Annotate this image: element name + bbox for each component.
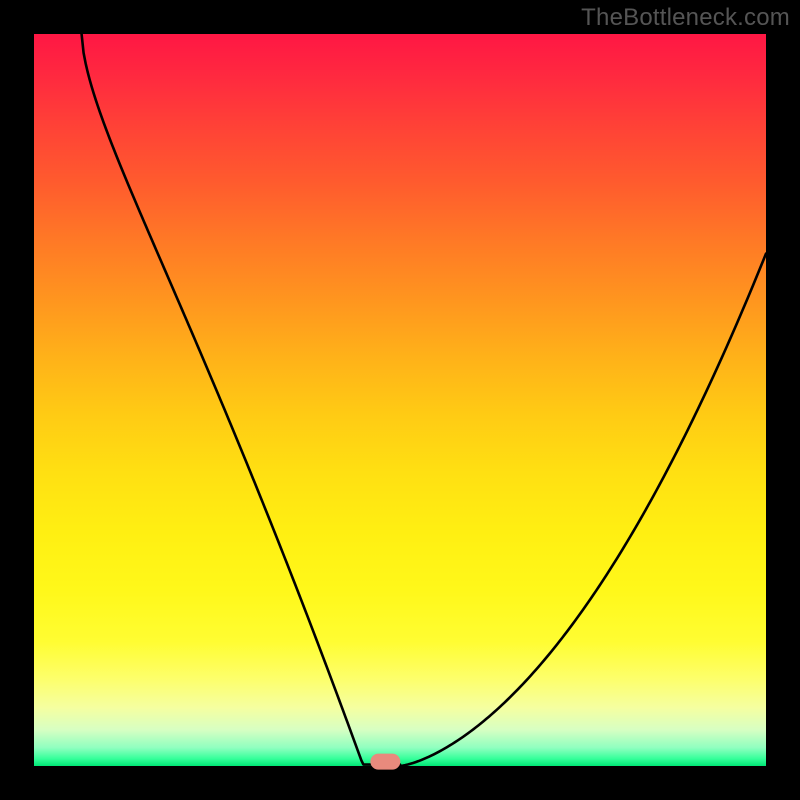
plot-background (34, 34, 766, 766)
watermark-text: TheBottleneck.com (581, 4, 790, 32)
optimal-marker (370, 754, 400, 770)
chart-svg (0, 0, 800, 800)
chart-frame: TheBottleneck.com (0, 0, 800, 800)
